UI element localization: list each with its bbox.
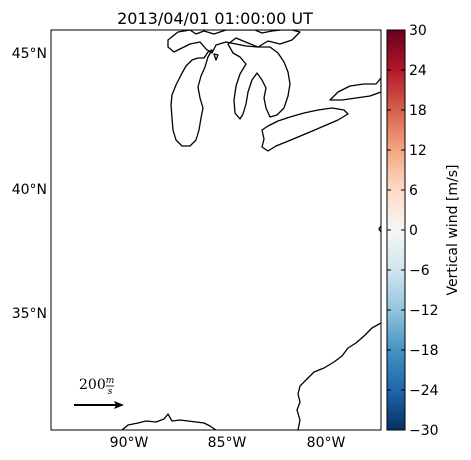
colorbar-tick-label: 6 bbox=[409, 183, 418, 199]
lon-label-80w: 80°W bbox=[307, 435, 346, 451]
lat-label-40n: 40°N bbox=[12, 182, 47, 198]
colorbar-tick-label: 18 bbox=[409, 103, 427, 119]
lake-erie bbox=[261, 107, 349, 152]
coastlines bbox=[121, 30, 381, 430]
gulf-coast bbox=[121, 413, 217, 430]
lon-label-85w: 85°W bbox=[208, 435, 247, 451]
island bbox=[213, 53, 219, 61]
map-frame bbox=[50, 29, 382, 431]
colorbar-tick-label: −18 bbox=[409, 343, 439, 359]
lat-label-35n: 35°N bbox=[12, 306, 47, 322]
lon-label-90w: 90°W bbox=[110, 435, 149, 451]
colorbar-tick-label: 12 bbox=[409, 143, 427, 159]
lat-label-45n: 45°N bbox=[12, 46, 47, 62]
east-coast-notch bbox=[378, 225, 381, 233]
quiver-key-value: 200 bbox=[79, 377, 106, 393]
colorbar-tick-label: 0 bbox=[409, 223, 418, 239]
colorbar-tick-label: −6 bbox=[409, 263, 430, 279]
quiver-key-arrowhead bbox=[114, 401, 124, 409]
colorbar-tick-label: −12 bbox=[409, 303, 439, 319]
map-title: 2013/04/01 01:00:00 UT bbox=[117, 9, 313, 28]
lake-superior bbox=[167, 30, 301, 54]
quiver-key-unit-numerator: m bbox=[106, 376, 115, 386]
lake-michigan bbox=[170, 49, 213, 147]
colorbar-tick-label: −24 bbox=[409, 383, 439, 399]
quiver-key-unit-denominator: s bbox=[108, 387, 113, 397]
lake-ontario bbox=[329, 77, 381, 101]
atlantic-coast bbox=[296, 322, 381, 430]
colorbar-tick-label: −30 bbox=[409, 423, 439, 439]
colorbar-label: Vertical wind [m/s] bbox=[445, 165, 461, 296]
lake-huron bbox=[227, 37, 291, 120]
colorbar-tick-label: 24 bbox=[409, 63, 427, 79]
colorbar-ticks: 30 24 18 12 6 0 −6 −12 −18 −24 −30 bbox=[387, 23, 439, 439]
colorbar-tick-label: 30 bbox=[409, 23, 427, 39]
